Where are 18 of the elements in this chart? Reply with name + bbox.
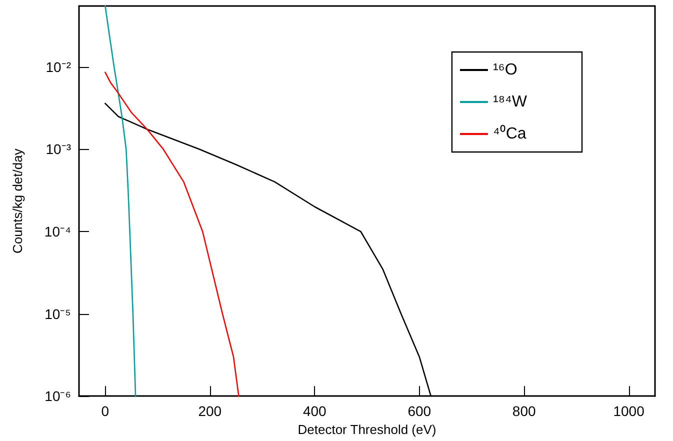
legend-label: ¹⁸⁴W [492,94,528,110]
line-series [104,72,240,397]
y-tick-label: 10⁻⁴ [44,224,71,240]
x-axis-title: Detector Threshold (eV) [298,422,436,437]
legend-label: ⁴⁰Ca [492,124,526,142]
x-tick-label: 800 [512,403,536,420]
x-tick-label: 1000 [613,403,645,420]
x-tick-label: 400 [302,403,327,420]
x-tick-label: 200 [198,403,222,420]
y-tick-label: 10⁻³ [46,141,72,158]
y-tick-label: 10⁻² [46,58,72,75]
x-tick-label: 0 [101,403,110,420]
line-series [104,5,136,397]
legend-label: ¹⁶O [492,62,518,78]
y-tick-label: 10⁻⁶ [44,388,71,404]
x-tick-label: 600 [408,403,432,420]
y-tick-label: 10⁻⁵ [44,306,71,322]
y-axis-title: Counts/kg det/day [10,148,25,254]
